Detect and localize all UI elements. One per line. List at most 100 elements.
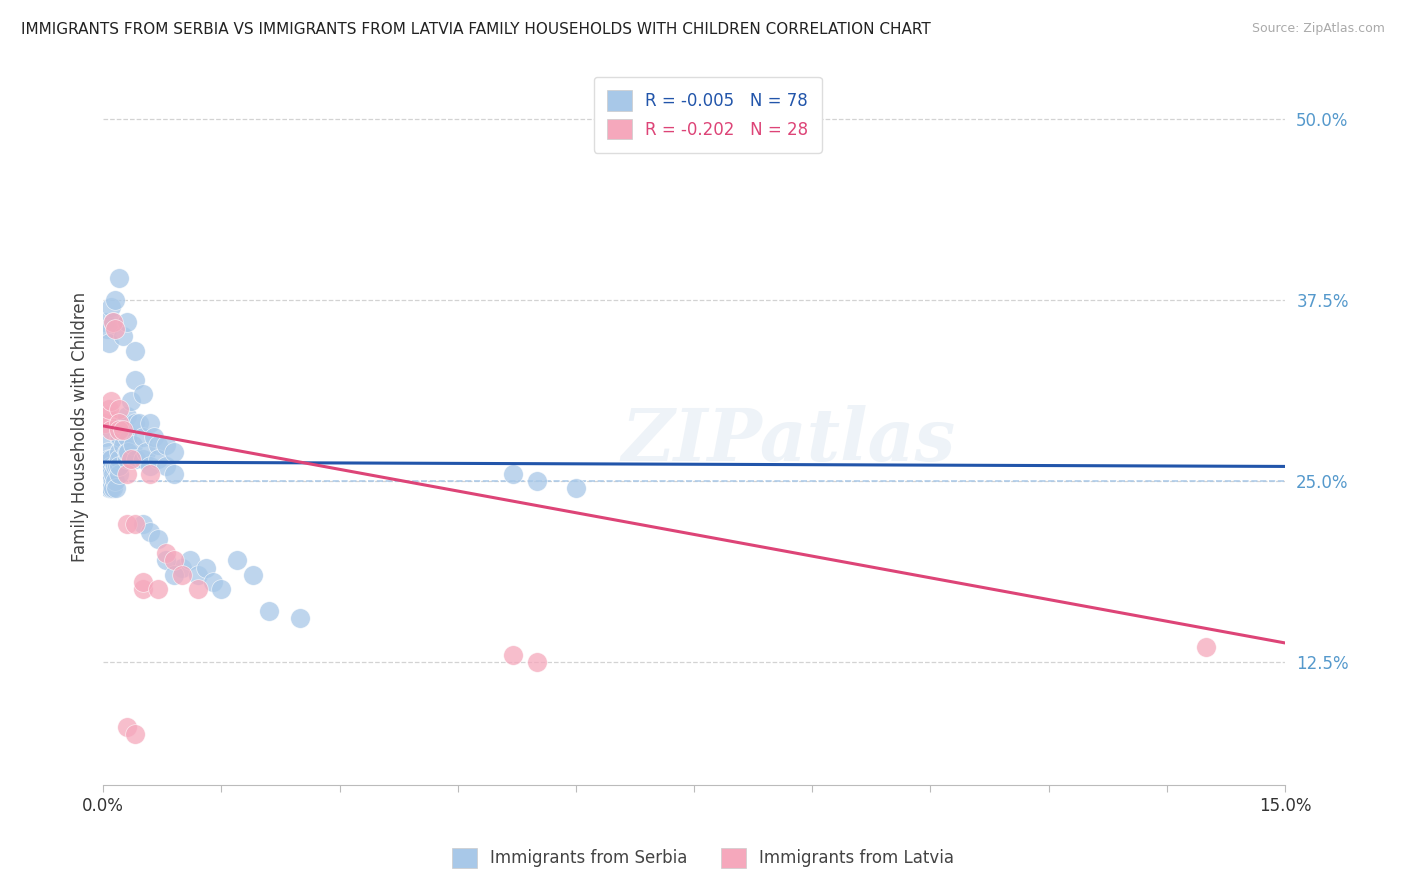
Point xyxy=(108,430,131,444)
Point xyxy=(101,315,124,329)
Point xyxy=(139,416,162,430)
Point xyxy=(120,452,142,467)
Point xyxy=(194,560,217,574)
Point xyxy=(135,445,157,459)
Point xyxy=(128,416,150,430)
Point xyxy=(104,293,127,307)
Point xyxy=(101,481,124,495)
Point xyxy=(96,322,118,336)
Point xyxy=(131,430,153,444)
Point xyxy=(155,553,177,567)
Point xyxy=(143,430,166,444)
Point xyxy=(110,430,132,444)
Point xyxy=(257,604,280,618)
Point xyxy=(100,394,122,409)
Point xyxy=(163,568,186,582)
Point xyxy=(124,416,146,430)
Point xyxy=(108,401,131,416)
Point xyxy=(526,474,548,488)
Point xyxy=(163,467,186,481)
Point xyxy=(163,445,186,459)
Point xyxy=(108,271,131,285)
Point xyxy=(115,517,138,532)
Point xyxy=(124,373,146,387)
Point xyxy=(98,481,121,495)
Point xyxy=(187,582,209,597)
Point xyxy=(1195,640,1218,655)
Point xyxy=(131,575,153,590)
Point xyxy=(131,387,153,401)
Point xyxy=(502,648,524,662)
Point xyxy=(131,517,153,532)
Point xyxy=(202,575,225,590)
Point xyxy=(114,423,136,437)
Point xyxy=(148,582,170,597)
Point xyxy=(187,568,209,582)
Point xyxy=(288,611,311,625)
Point xyxy=(242,568,264,582)
Text: IMMIGRANTS FROM SERBIA VS IMMIGRANTS FROM LATVIA FAMILY HOUSEHOLDS WITH CHILDREN: IMMIGRANTS FROM SERBIA VS IMMIGRANTS FRO… xyxy=(21,22,931,37)
Point xyxy=(105,459,128,474)
Point xyxy=(111,329,134,343)
Point xyxy=(131,582,153,597)
Legend: Immigrants from Serbia, Immigrants from Latvia: Immigrants from Serbia, Immigrants from … xyxy=(446,841,960,875)
Point xyxy=(122,438,145,452)
Point xyxy=(125,452,148,467)
Point xyxy=(103,315,125,329)
Point xyxy=(526,655,548,669)
Point xyxy=(120,394,142,409)
Point xyxy=(148,532,170,546)
Point xyxy=(226,553,249,567)
Point xyxy=(115,430,138,444)
Point xyxy=(94,416,117,430)
Point xyxy=(108,452,131,467)
Point xyxy=(124,727,146,741)
Point xyxy=(209,582,232,597)
Point xyxy=(148,452,170,467)
Point xyxy=(148,438,170,452)
Point xyxy=(97,445,120,459)
Point xyxy=(104,481,127,495)
Point xyxy=(179,553,201,567)
Point xyxy=(502,467,524,481)
Legend: R = -0.005   N = 78, R = -0.202   N = 28: R = -0.005 N = 78, R = -0.202 N = 28 xyxy=(593,77,821,153)
Point xyxy=(104,474,127,488)
Point xyxy=(139,524,162,539)
Point xyxy=(124,517,146,532)
Point xyxy=(108,467,131,481)
Point xyxy=(98,336,121,351)
Point xyxy=(139,459,162,474)
Point xyxy=(155,546,177,560)
Point xyxy=(96,409,118,423)
Point xyxy=(155,438,177,452)
Text: ZIPatlas: ZIPatlas xyxy=(621,406,956,476)
Point xyxy=(100,300,122,314)
Y-axis label: Family Households with Children: Family Households with Children xyxy=(72,292,89,562)
Point xyxy=(117,445,139,459)
Point xyxy=(111,438,134,452)
Point xyxy=(108,445,131,459)
Point xyxy=(139,467,162,481)
Point xyxy=(111,423,134,437)
Point xyxy=(100,452,122,467)
Point xyxy=(163,553,186,567)
Point xyxy=(115,467,138,481)
Point xyxy=(100,459,122,474)
Point xyxy=(155,459,177,474)
Text: Source: ZipAtlas.com: Source: ZipAtlas.com xyxy=(1251,22,1385,36)
Point xyxy=(100,423,122,437)
Point xyxy=(96,467,118,481)
Point xyxy=(170,560,193,574)
Point xyxy=(170,568,193,582)
Point xyxy=(100,474,122,488)
Point xyxy=(115,315,138,329)
Point xyxy=(565,481,588,495)
Point xyxy=(101,474,124,488)
Point xyxy=(100,481,122,495)
Point xyxy=(104,322,127,336)
Point xyxy=(108,416,131,430)
Point xyxy=(115,720,138,734)
Point xyxy=(111,416,134,430)
Point xyxy=(104,459,127,474)
Point xyxy=(100,467,122,481)
